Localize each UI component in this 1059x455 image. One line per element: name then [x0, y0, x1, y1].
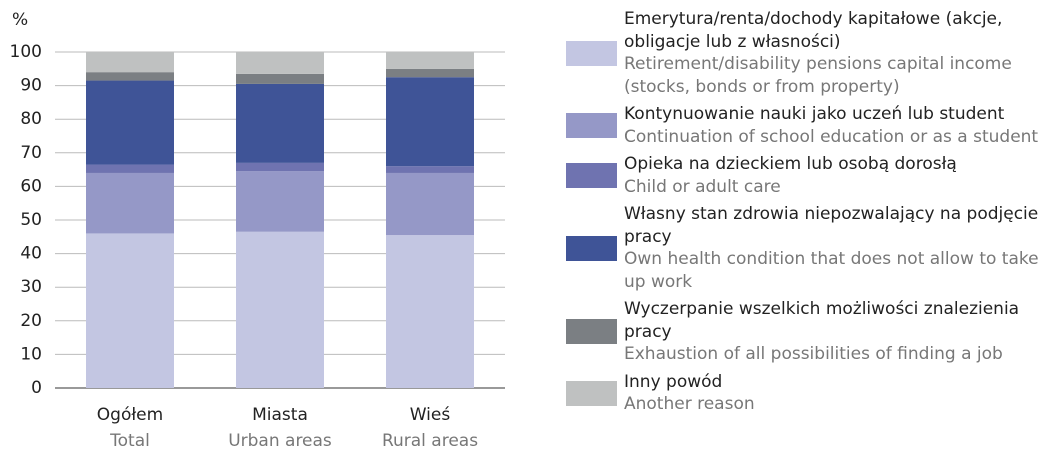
bar-segment [86, 172, 174, 234]
bar-segment [386, 166, 474, 173]
bar-segment [86, 164, 174, 173]
legend-label: Własny stan zdrowia niepozwalający na po… [624, 204, 1039, 247]
legend-text: Wyczerpanie wszelkich możliwości znalezi… [624, 298, 1058, 366]
bar-segment [386, 52, 474, 69]
y-tick-label: 60 [20, 176, 42, 196]
chart: % 0 10 20 30 40 50 60 70 80 90 100 Ogółem Total Miast… [10, 10, 505, 451]
y-tick-label: 10 [20, 344, 42, 364]
legend-label: Opieka na dzieckiem lub osobą dorosłą [624, 154, 957, 174]
legend-text: Emerytura/renta/dochody kapitałowe (akcj… [624, 8, 1058, 98]
x-tick-label: Miasta [252, 405, 308, 425]
x-tick-label: Ogółem [97, 405, 163, 425]
legend-text: Własny stan zdrowia niepozwalający na po… [624, 203, 1058, 293]
y-axis-label: % [12, 10, 28, 30]
bar-segment [86, 52, 174, 73]
legend-swatch [566, 113, 617, 138]
bar-segment [236, 52, 324, 74]
legend-text: Inny powód Another reason [624, 371, 755, 416]
y-tick-label: 20 [20, 311, 42, 331]
y-tick-label: 40 [20, 244, 42, 264]
y-tick-label: 70 [20, 143, 42, 163]
legend-entry: Wyczerpanie wszelkich możliwości znalezi… [566, 298, 1058, 366]
bar-segment [236, 83, 324, 163]
bar-segment [236, 162, 324, 172]
bar-segment [386, 172, 474, 236]
y-tick-label: 80 [20, 109, 42, 129]
legend-swatch [566, 319, 617, 345]
legend-label: Inny powód [624, 371, 723, 392]
legend-label-en: Own health condition that does not allow… [624, 249, 1039, 292]
bar-segment [86, 233, 174, 388]
y-tick-label: 50 [20, 210, 42, 230]
legend-label-en: Continuation of school education or as a… [624, 126, 1039, 147]
legend-text: Opieka na dzieckiem lub osobą dorosłą Chi… [624, 153, 957, 198]
legend-entry: Emerytura/renta/dochody kapitałowe (akcj… [566, 8, 1058, 98]
legend-swatch [566, 235, 617, 261]
y-tick-label: 90 [20, 76, 42, 96]
legend-entry: Opieka na dzieckiem lub osobą dorosłą Chi… [566, 153, 1058, 198]
legend-label-en: Child or adult care [624, 176, 781, 197]
x-tick-label-en: Urban areas [228, 431, 332, 451]
legend-swatch [566, 163, 617, 188]
bar-segment [86, 80, 174, 165]
x-tick-label-en: Total [109, 431, 150, 451]
bar-segment [236, 231, 324, 388]
y-tick-label: 30 [20, 277, 42, 297]
x-tick-label: Wieś [410, 405, 451, 425]
bar-segment [386, 77, 474, 167]
bar-segment [86, 72, 174, 81]
legend-label: Wyczerpanie wszelkich możliwości znalezi… [624, 299, 1020, 342]
legend-entry: Kontynuowanie nauki jako uczeń lub stude… [566, 103, 1058, 148]
x-tick-label-en: Rural areas [382, 431, 478, 451]
legend-entry: Własny stan zdrowia niepozwalający na po… [566, 203, 1058, 293]
y-tick-label: 0 [31, 378, 42, 398]
legend-label-en: Exhaustion of all possibilities of findi… [624, 344, 1003, 364]
bar-segment [236, 171, 324, 232]
y-tick-label: 100 [10, 42, 42, 62]
legend-label-en: Retirement/disability pensions capital i… [624, 54, 1012, 97]
legend-swatch [566, 40, 617, 66]
legend-swatch [566, 380, 617, 406]
bar-segment [386, 235, 474, 388]
legend-label: Emerytura/renta/dochody kapitałowe (akcj… [624, 9, 1003, 52]
legend-entry: Inny powód Another reason [566, 371, 1058, 416]
legend-label: Kontynuowanie nauki jako uczeń lub stude… [624, 104, 1005, 124]
legend-label-en: Another reason [624, 394, 755, 414]
bar-segment [236, 73, 324, 84]
legend: Emerytura/renta/dochody kapitałowe (akcj… [566, 8, 1058, 421]
legend-text: Kontynuowanie nauki jako uczeń lub stude… [624, 103, 1038, 148]
bar-segment [386, 68, 474, 78]
